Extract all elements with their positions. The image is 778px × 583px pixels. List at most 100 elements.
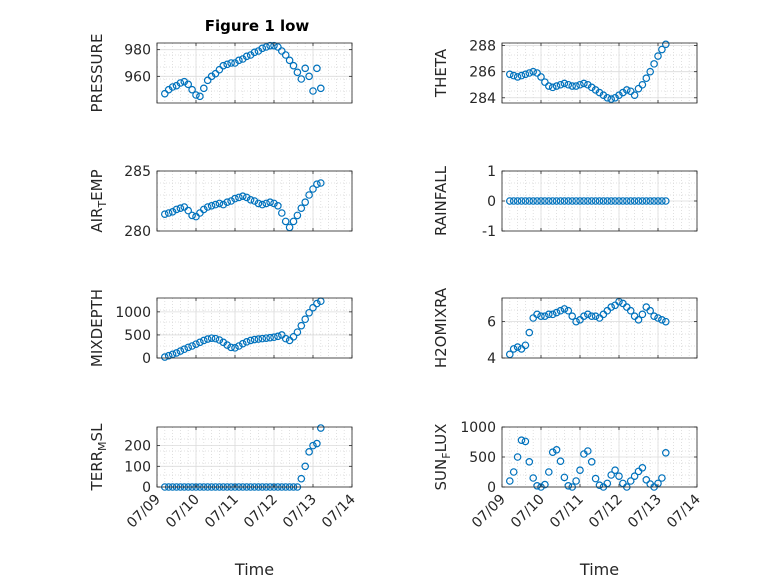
data-point xyxy=(661,448,670,457)
data-point xyxy=(638,197,647,205)
data-point xyxy=(200,336,208,345)
data-point xyxy=(293,328,302,336)
data-point xyxy=(266,198,274,207)
data-point xyxy=(587,457,596,466)
data-point xyxy=(262,199,271,208)
data-point xyxy=(548,83,557,92)
data-point xyxy=(654,314,662,322)
data-point xyxy=(313,64,321,73)
data-point xyxy=(630,91,639,99)
data-point xyxy=(231,194,239,203)
subplot-h2omixra: 4 6 H2OMIXRA xyxy=(432,287,698,368)
data-point xyxy=(246,336,255,345)
data-point xyxy=(564,197,573,205)
data-point xyxy=(316,424,325,432)
data-point xyxy=(626,477,635,485)
y-tick-label: 980 xyxy=(124,43,151,59)
data-point xyxy=(172,349,181,357)
data-point xyxy=(509,468,518,476)
data-point xyxy=(289,332,298,341)
data-point xyxy=(513,73,522,81)
data-point xyxy=(525,69,534,77)
data-point xyxy=(289,217,298,226)
data-point xyxy=(168,350,177,359)
data-point xyxy=(281,217,290,226)
data-point xyxy=(615,472,623,481)
subplot-pressure: 960 980 PRESSURE xyxy=(88,34,353,112)
data-point xyxy=(250,48,259,57)
data-point xyxy=(654,52,662,60)
y-tick-label: 288 xyxy=(469,39,496,55)
data-point xyxy=(297,75,306,83)
data-point xyxy=(196,92,204,101)
data-point xyxy=(161,353,169,361)
data-point xyxy=(246,196,255,204)
data-point xyxy=(211,69,220,78)
data-point xyxy=(235,342,243,350)
data-point xyxy=(525,457,534,466)
plot-area xyxy=(502,43,697,103)
data-point xyxy=(305,308,313,317)
y-tick-label: 0 xyxy=(142,480,151,496)
subplot-mixdepth: 0 500 1000 MIXDEPTH xyxy=(88,289,353,367)
data-point xyxy=(168,208,177,216)
data-point xyxy=(560,197,569,205)
data-point xyxy=(301,315,310,324)
x-tick-label: 07/12 xyxy=(586,492,626,532)
y-tick-label: 286 xyxy=(469,65,496,81)
data-point xyxy=(572,317,580,326)
minor-grid xyxy=(501,43,698,103)
plot-area xyxy=(502,298,697,358)
data-point xyxy=(661,197,670,205)
data-point xyxy=(568,312,577,320)
data-point xyxy=(541,78,549,86)
data-point xyxy=(192,91,200,99)
x-axis-label: Time xyxy=(579,560,619,579)
data-point xyxy=(611,197,619,205)
data-point xyxy=(242,338,251,346)
data-point xyxy=(211,334,220,343)
x-tick-label: 07/09 xyxy=(124,492,164,532)
data-series xyxy=(505,40,670,103)
data-series xyxy=(505,197,670,205)
data-point xyxy=(521,341,530,350)
data-point xyxy=(254,199,263,208)
y-tick-label: 4 xyxy=(487,351,496,367)
data-point xyxy=(203,76,212,85)
data-point xyxy=(587,197,596,205)
data-point xyxy=(262,43,271,51)
data-point xyxy=(239,192,247,201)
data-point xyxy=(615,197,623,205)
data-point xyxy=(646,197,655,205)
y-tick-label: 100 xyxy=(124,459,151,475)
data-point xyxy=(525,197,534,205)
data-point xyxy=(277,47,286,55)
data-point xyxy=(634,316,643,324)
data-point xyxy=(168,83,177,91)
data-point xyxy=(607,303,616,311)
x-tick-label: 07/10 xyxy=(163,492,203,532)
data-point xyxy=(544,197,553,205)
data-point xyxy=(258,44,267,53)
data-point xyxy=(161,210,169,219)
axes-box xyxy=(501,297,698,359)
data-point xyxy=(215,336,224,344)
data-point xyxy=(580,312,588,320)
data-point xyxy=(537,73,545,81)
data-point xyxy=(548,448,557,457)
data-point xyxy=(537,312,545,320)
data-point xyxy=(161,89,169,98)
data-point xyxy=(239,339,247,348)
data-point xyxy=(285,56,294,65)
data-point xyxy=(611,466,619,475)
data-point xyxy=(305,448,313,456)
data-point xyxy=(513,197,522,205)
subplot-grid: 960 980 PRESSURE 284 286 288 THETA 280 285 AIRTEM… xyxy=(88,34,704,579)
x-tick-label: 07/13 xyxy=(625,492,665,532)
axes-box xyxy=(501,42,698,104)
data-point xyxy=(607,95,616,103)
data-point xyxy=(548,310,557,319)
data-point xyxy=(293,211,302,220)
y-tick-label: 200 xyxy=(124,439,151,455)
data-point xyxy=(274,43,282,51)
